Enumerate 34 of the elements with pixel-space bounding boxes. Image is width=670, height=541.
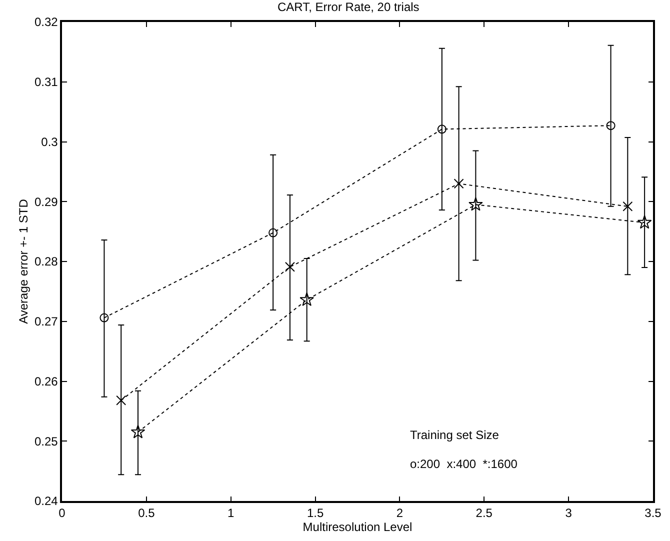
x-tick-label: 1.5 — [306, 506, 324, 520]
point — [100, 313, 109, 322]
point — [637, 215, 652, 229]
chart-title: CART, Error Rate, 20 trials — [277, 0, 420, 14]
y-tick-label: 0.29 — [34, 194, 58, 209]
x-tick-label: 1 — [228, 506, 235, 520]
y-tick-label: 0.28 — [34, 254, 58, 269]
y-axis-title: Average error +- 1 STD — [16, 198, 30, 324]
point — [606, 121, 616, 130]
point — [284, 262, 295, 272]
point — [268, 228, 278, 238]
point — [454, 178, 464, 189]
annotation: o:200 x:400 *:1600 — [410, 457, 518, 471]
y-tick-label: 0.3 — [41, 134, 58, 149]
y-tick-label: 0.32 — [34, 15, 58, 30]
point — [468, 197, 483, 211]
point — [116, 395, 126, 406]
x-axis-title: Multiresolution Level — [302, 520, 412, 534]
annotation: Training set Size — [410, 428, 500, 442]
point — [622, 201, 633, 212]
x-tick-label: 2 — [396, 506, 404, 520]
x-tick-label: 3 — [565, 506, 572, 520]
point — [300, 292, 314, 306]
x-tick-label: 2.5 — [476, 506, 493, 520]
x-tick-label: 0.5 — [138, 506, 156, 520]
y-tick-label: 0.27 — [34, 314, 58, 329]
x-tick-label: 0 — [58, 506, 66, 520]
x-tick-label: 3.5 — [644, 506, 662, 520]
y-tick-label: 0.31 — [34, 75, 58, 90]
point — [130, 424, 146, 438]
y-tick-label: 0.25 — [34, 434, 58, 448]
y-tick-label: 0.24 — [34, 494, 58, 508]
point — [437, 124, 446, 134]
y-tick-label: 0.26 — [34, 374, 58, 388]
